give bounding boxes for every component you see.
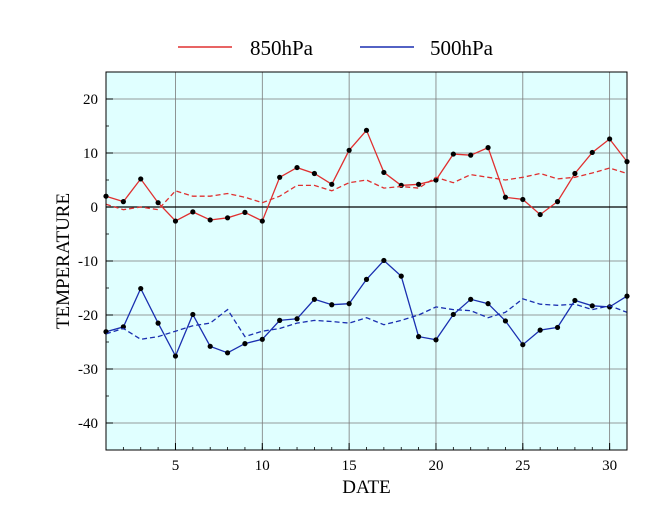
y-tick-label: 10 (83, 146, 98, 162)
data-point (416, 334, 422, 340)
data-point (207, 343, 213, 349)
data-point (277, 174, 283, 180)
data-point (329, 302, 335, 308)
data-point (363, 276, 370, 282)
data-point (259, 336, 265, 342)
data-point (381, 169, 387, 176)
y-tick-label: 20 (83, 92, 98, 108)
data-point (433, 337, 439, 343)
data-point (468, 296, 474, 302)
data-point (190, 209, 196, 215)
data-point (190, 311, 196, 318)
legend-label: 850hPa (250, 36, 314, 60)
data-point (416, 181, 422, 187)
data-point (138, 285, 144, 292)
data-point (398, 273, 404, 279)
data-point (363, 127, 370, 133)
y-tick-label: -20 (78, 308, 98, 324)
data-point (537, 211, 543, 218)
data-point (172, 353, 179, 359)
y-tick-label: -10 (78, 254, 98, 270)
data-point (242, 209, 248, 215)
data-point (155, 320, 161, 326)
data-point (346, 147, 352, 153)
data-point (502, 318, 509, 324)
series-850hPa-solid (103, 127, 630, 224)
data-point (589, 303, 595, 309)
data-point (259, 218, 265, 224)
data-point (450, 151, 456, 157)
data-point (207, 217, 213, 223)
data-point (607, 136, 613, 142)
y-tick-label: -30 (78, 362, 98, 378)
y-tick-label: 0 (91, 200, 99, 216)
data-point (224, 350, 231, 356)
data-point (520, 196, 526, 203)
data-point (311, 296, 317, 302)
x-tick-label: 15 (342, 458, 357, 474)
data-point (277, 317, 283, 323)
series-line (105, 298, 628, 340)
data-point (138, 176, 144, 182)
axis-ticks: 5 10 15 20 25 30 20 10 0 -10 -20 -30 -40 (78, 71, 628, 474)
data-point (120, 199, 126, 205)
data-point (554, 324, 561, 331)
data-point (485, 145, 491, 151)
x-axis-label: DATE (342, 477, 391, 498)
data-point (120, 324, 126, 330)
data-point (554, 199, 561, 205)
data-point (172, 218, 179, 224)
data-point (468, 152, 474, 158)
data-point (381, 257, 387, 264)
data-point (155, 200, 161, 206)
data-point (311, 170, 317, 177)
series-line (105, 167, 628, 211)
legend-label: 500hPa (430, 36, 494, 60)
data-point (224, 215, 231, 221)
x-tick-label: 5 (172, 458, 180, 474)
chart-legend: 850hPa 500hPa (178, 36, 494, 60)
series-850hPa-dashed (105, 167, 628, 211)
data-point (502, 194, 509, 200)
data-point (294, 316, 300, 322)
x-tick-label: 30 (602, 458, 617, 474)
data-point (450, 311, 456, 318)
series-500hPa-dashed (105, 298, 628, 340)
x-tick-label: 20 (428, 458, 443, 474)
data-point (294, 164, 300, 171)
data-point (329, 181, 335, 187)
x-tick-label: 10 (255, 458, 270, 474)
data-point (572, 170, 578, 177)
data-point (346, 301, 352, 307)
x-tick-label: 25 (515, 458, 530, 474)
data-point (242, 341, 248, 347)
data-point (520, 342, 526, 348)
y-axis-label: TEMPERATURE (53, 193, 74, 329)
data-point (572, 297, 578, 304)
data-point (589, 149, 595, 156)
data-point (485, 301, 491, 307)
y-tick-label: -40 (78, 416, 98, 432)
data-point (537, 327, 543, 333)
